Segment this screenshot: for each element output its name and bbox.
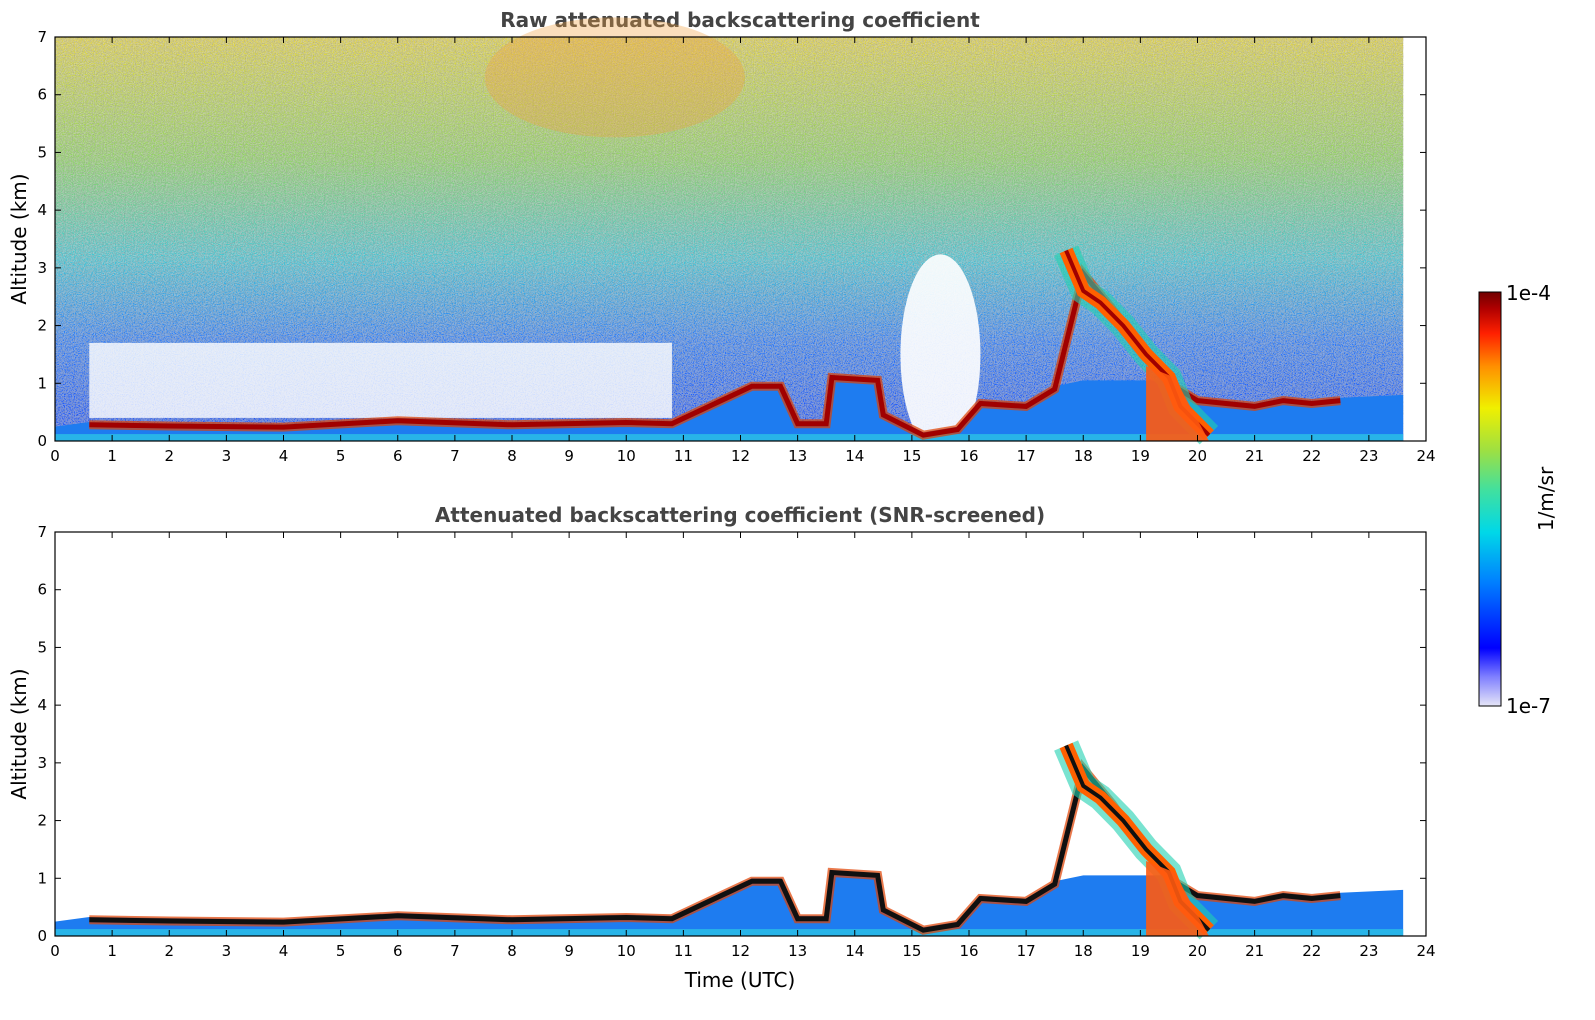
y-tick-label: 0	[37, 927, 47, 945]
panel-raw-ylabel: Altitude (km)	[7, 173, 31, 304]
x-tick-label: 11	[674, 447, 693, 465]
y-tick-label: 6	[37, 581, 47, 599]
x-tick-label: 16	[959, 942, 978, 960]
panel-raw-y-axis: 0 1 2 3 4 5 6 7	[37, 28, 1426, 450]
x-tick-label: 17	[1017, 447, 1036, 465]
fall-streak	[1146, 366, 1209, 441]
x-tick-label: 2	[164, 447, 174, 465]
colorbar-min-label: 1e-7	[1506, 694, 1551, 718]
x-tick-label: 15	[902, 447, 921, 465]
x-tick-label: 21	[1245, 942, 1264, 960]
x-tick-label: 13	[788, 942, 807, 960]
y-tick-label: 6	[37, 86, 47, 104]
y-tick-label: 3	[37, 754, 47, 772]
fall-streak	[1146, 861, 1209, 936]
x-tick-label: 11	[674, 942, 693, 960]
x-tick-label: 14	[845, 942, 864, 960]
x-tick-label: 8	[507, 942, 517, 960]
colorbar-max-label: 1e-4	[1506, 281, 1551, 305]
aerosol-layer-top	[89, 268, 1341, 438]
x-tick-label: 3	[222, 447, 232, 465]
x-tick-label: 18	[1074, 447, 1093, 465]
y-tick-label: 0	[37, 432, 47, 450]
y-tick-label: 7	[37, 523, 47, 541]
x-tick-label: 4	[279, 447, 289, 465]
x-tick-label: 4	[279, 942, 289, 960]
panel-screened-title: Attenuated backscattering coefficient (S…	[435, 503, 1045, 527]
x-tick-label: 21	[1245, 447, 1264, 465]
x-tick-label: 0	[50, 942, 60, 960]
panel-raw-x-axis: 0 1 2 3 4 5 6 7 8 9 10 11 12 13 14 15 16 17 18 19 20 21 22 23 24	[50, 37, 1436, 465]
y-tick-label: 1	[37, 869, 47, 887]
x-tick-label: 13	[788, 447, 807, 465]
x-tick-label: 0	[50, 447, 60, 465]
panel-raw: Raw attenuated backscattering coefficien…	[7, 8, 1436, 465]
x-tick-label: 1	[107, 447, 117, 465]
colorbar-gradient	[1478, 291, 1502, 707]
aerosol-layer-top	[89, 763, 1341, 933]
y-tick-label: 4	[37, 201, 47, 219]
boundary-layer-region	[55, 380, 1404, 441]
colorbar-label: 1/m/sr	[1534, 466, 1558, 531]
raw-clear-gap-2	[900, 254, 981, 455]
y-tick-label: 3	[37, 259, 47, 277]
x-tick-label: 24	[1416, 942, 1435, 960]
x-tick-label: 5	[336, 942, 346, 960]
x-tick-label: 9	[564, 942, 574, 960]
x-tick-label: 23	[1359, 447, 1378, 465]
x-tick-label: 6	[393, 942, 403, 960]
x-tick-label: 15	[902, 942, 921, 960]
x-tick-label: 19	[1131, 447, 1150, 465]
x-tick-label: 16	[959, 447, 978, 465]
x-tick-label: 7	[450, 447, 460, 465]
x-tick-label: 9	[564, 447, 574, 465]
y-tick-label: 7	[37, 28, 47, 46]
x-tick-label: 12	[731, 447, 750, 465]
panel-raw-plot-area	[55, 17, 1404, 455]
x-tick-label: 5	[336, 447, 346, 465]
x-tick-label: 22	[1302, 447, 1321, 465]
x-tick-label: 6	[393, 447, 403, 465]
panel-screened-frame	[54, 531, 1427, 937]
panel-screened-y-axis: 0 1 2 3 4 5 6 7	[37, 523, 1426, 945]
x-tick-label: 20	[1188, 447, 1207, 465]
panel-screened: Attenuated backscattering coefficient (S…	[7, 503, 1436, 992]
x-tick-label: 1	[107, 942, 117, 960]
x-tick-label: 10	[617, 942, 636, 960]
panel-raw-title: Raw attenuated backscattering coefficien…	[500, 8, 980, 32]
x-tick-label: 20	[1188, 942, 1207, 960]
panel-screened-x-axis: 0 1 2 3 4 5 6 7 8 9 10 11 12 13 14 15 16 17 18 19 20 21 22 23 24	[50, 532, 1436, 960]
x-tick-label: 19	[1131, 942, 1150, 960]
x-tick-label: 12	[731, 942, 750, 960]
x-tick-label: 14	[845, 447, 864, 465]
y-tick-label: 2	[37, 317, 47, 335]
x-tick-label: 23	[1359, 942, 1378, 960]
x-tick-label: 8	[507, 447, 517, 465]
boundary-layer-region	[55, 875, 1404, 936]
x-tick-label: 10	[617, 447, 636, 465]
near-surface-layer	[55, 434, 1404, 441]
x-tick-label: 7	[450, 942, 460, 960]
near-surface-layer	[55, 929, 1404, 936]
x-tick-label: 2	[164, 942, 174, 960]
x-tick-label: 17	[1017, 942, 1036, 960]
y-tick-label: 5	[37, 143, 47, 161]
x-tick-label: 3	[222, 942, 232, 960]
y-tick-label: 2	[37, 812, 47, 830]
colorbar: 1e-4 1e-7 1/m/sr	[1478, 281, 1558, 718]
y-tick-label: 5	[37, 638, 47, 656]
panel-screened-ylabel: Altitude (km)	[7, 668, 31, 799]
y-tick-label: 1	[37, 374, 47, 392]
x-tick-label: 24	[1416, 447, 1435, 465]
x-tick-label: 22	[1302, 942, 1321, 960]
y-tick-label: 4	[37, 696, 47, 714]
raw-noise-hotspot	[484, 17, 745, 138]
x-tick-label: 18	[1074, 942, 1093, 960]
raw-clear-gap	[89, 342, 672, 418]
panel-screened-plot-area	[55, 740, 1404, 940]
panel-screened-xlabel: Time (UTC)	[684, 968, 796, 992]
